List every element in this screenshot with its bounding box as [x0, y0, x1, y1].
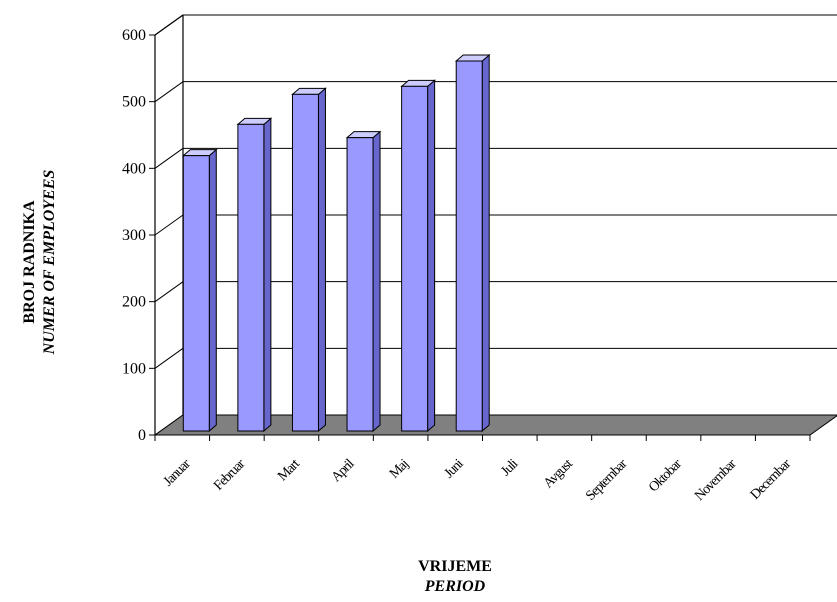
bar-front — [182, 155, 210, 432]
bar-front — [237, 123, 265, 432]
y-tick-label: 400 — [122, 160, 146, 177]
x-tick-label: Oktobar — [646, 456, 685, 495]
x-axis-title-sub: PERIOD — [424, 578, 486, 595]
bar-side — [208, 148, 217, 433]
x-axis-title: VRIJEME PERIOD — [418, 557, 492, 597]
x-tick-label: April — [329, 456, 358, 485]
bar — [236, 117, 273, 433]
bar-side — [317, 87, 326, 433]
side-gridline — [154, 347, 184, 369]
x-tick-label: Novembar — [692, 456, 740, 504]
bar — [345, 130, 382, 433]
side-gridline — [154, 281, 184, 303]
x-tick-label: Septembar — [583, 456, 631, 504]
x-tick-label: Avgust — [541, 456, 576, 491]
bar-side — [481, 53, 490, 433]
x-tick-label: Juni — [442, 456, 467, 481]
bar-side — [427, 79, 436, 433]
bar-front — [401, 85, 429, 432]
y-tick-label: 300 — [122, 227, 146, 244]
bar-front — [455, 60, 483, 432]
x-tick-label: Januar — [161, 456, 194, 489]
bar-front — [346, 137, 374, 432]
x-tick-label: Mart — [275, 456, 303, 484]
y-axis-title-sub: NUMER OF EMPLOYEES — [41, 169, 58, 355]
y-tick-label: 600 — [122, 27, 146, 44]
y-tick-label: 500 — [122, 94, 146, 111]
bar-side — [372, 130, 381, 433]
y-axis-title: BROJ RADNIKA NUMER OF EMPLOYEES — [10, 0, 70, 602]
side-gridline — [154, 147, 184, 169]
x-axis-title-main: VRIJEME — [418, 558, 492, 575]
bar-front — [291, 93, 319, 432]
x-tick-label: Decembar — [748, 456, 795, 503]
x-tick-label: Februar — [211, 456, 248, 493]
y-tick-label: 100 — [122, 360, 146, 377]
bar — [400, 79, 436, 433]
x-tick-label: Maj — [387, 457, 412, 482]
y-tick-label: 200 — [122, 294, 146, 311]
y-tick-label: 0 — [138, 427, 146, 444]
side-gridline — [154, 214, 184, 236]
x-tick-label: Juli — [499, 456, 522, 479]
y-axis-title-main: BROJ RADNIKA — [21, 200, 38, 324]
bar — [181, 148, 218, 433]
side-gridline — [154, 14, 184, 36]
side-gridline — [154, 81, 184, 103]
bar-side — [263, 117, 272, 433]
bar — [454, 53, 491, 433]
bar — [291, 87, 327, 433]
